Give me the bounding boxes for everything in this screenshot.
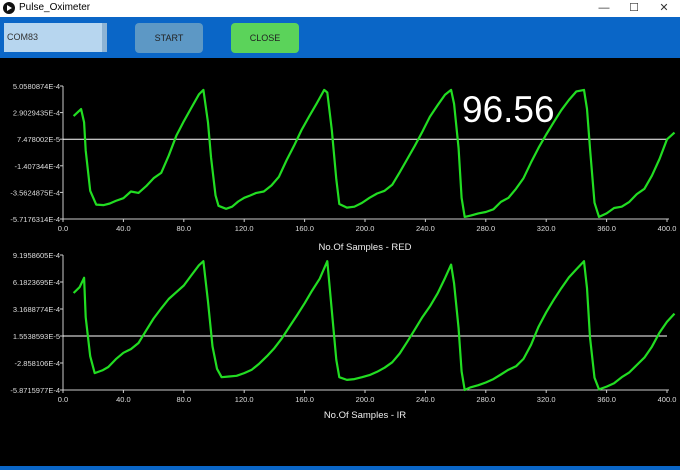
- plot-2-xtick-label: 240.0: [416, 395, 435, 404]
- plot-1-xtick-label: 280.0: [476, 224, 495, 233]
- plot-2-xtick-label: 360.0: [597, 395, 616, 404]
- plot-1-xtick-label: 80.0: [176, 224, 191, 233]
- plot-1-ytick-label: 5.0580874E-4: [13, 82, 60, 91]
- spo2-readout: 96.56: [462, 89, 555, 130]
- app-icon: [3, 2, 15, 14]
- plot-2-ytick-label: 6.1823695E-4: [13, 278, 60, 287]
- plot-1-xtick-label: 360.0: [597, 224, 616, 233]
- window-title: Pulse_Oximeter: [19, 2, 91, 13]
- plot-2-xtick-label: 320.0: [537, 395, 556, 404]
- title-bar: Pulse_Oximeter — ☐ ✕: [0, 0, 680, 17]
- plot-2-xtick-label: 80.0: [176, 395, 191, 404]
- plot-2-xtick-label: 280.0: [476, 395, 495, 404]
- close-window-icon[interactable]: ✕: [659, 2, 669, 14]
- maximize-icon[interactable]: ☐: [629, 2, 639, 14]
- plot-2-trace: [72, 260, 676, 392]
- plot-1-xtick-label: 40.0: [116, 224, 131, 233]
- plot-2-ytick-label: 9.1958605E-4: [13, 251, 60, 260]
- plot-1-xtick-label: 240.0: [416, 224, 435, 233]
- plot-2-xtick-label: 120.0: [235, 395, 254, 404]
- close-button[interactable]: CLOSE: [231, 23, 299, 53]
- plot-1-ytick-label: -3.5624875E-4: [10, 188, 60, 197]
- port-select[interactable]: COM83: [4, 23, 107, 52]
- plot-1-xtick-label: 400.0: [658, 224, 677, 233]
- port-value: COM83: [7, 32, 39, 42]
- plot-1-xtick-label: 0.0: [58, 224, 68, 233]
- plot-2-xtick-label: 40.0: [116, 395, 131, 404]
- plot-1-trace: [72, 88, 676, 218]
- plot-2-xtick-label: 400.0: [658, 395, 677, 404]
- plot-2-xtick-label: 160.0: [295, 395, 314, 404]
- plot-1-xtick-label: 120.0: [235, 224, 254, 233]
- plot-1-ytick-label: 7.478002E-5: [17, 135, 60, 144]
- plot-1-ytick-label: -5.7176314E-4: [10, 215, 60, 224]
- start-button[interactable]: START: [135, 23, 203, 53]
- plot-1-xtick-label: 320.0: [537, 224, 556, 233]
- plot-2-xlabel: No.Of Samples - IR: [324, 410, 406, 421]
- dropdown-handle-icon[interactable]: [102, 23, 107, 52]
- bottom-strip: [0, 466, 680, 470]
- plot-1-ytick-label: 2.9029435E-4: [13, 109, 60, 118]
- minimize-icon[interactable]: —: [598, 2, 610, 14]
- plot-2-xtick-label: 0.0: [58, 395, 68, 404]
- plot-1-xtick-label: 200.0: [356, 224, 375, 233]
- plot-2-ytick-label: 1.5538593E-5: [13, 332, 60, 341]
- toolbar: COM83 START CLOSE: [0, 17, 680, 58]
- plot-2-ytick-label: 3.1688774E-4: [13, 305, 60, 314]
- plot-2-ytick-label: -2.858106E-4: [15, 359, 60, 368]
- plot-2-ytick-label: -5.8715977E-4: [10, 386, 60, 395]
- plot-1-xtick-label: 160.0: [295, 224, 314, 233]
- plot-2-xtick-label: 200.0: [356, 395, 375, 404]
- plot-1-ytick-label: -1.407344E-4: [15, 162, 60, 171]
- plot-1-xlabel: No.Of Samples - RED: [319, 242, 412, 253]
